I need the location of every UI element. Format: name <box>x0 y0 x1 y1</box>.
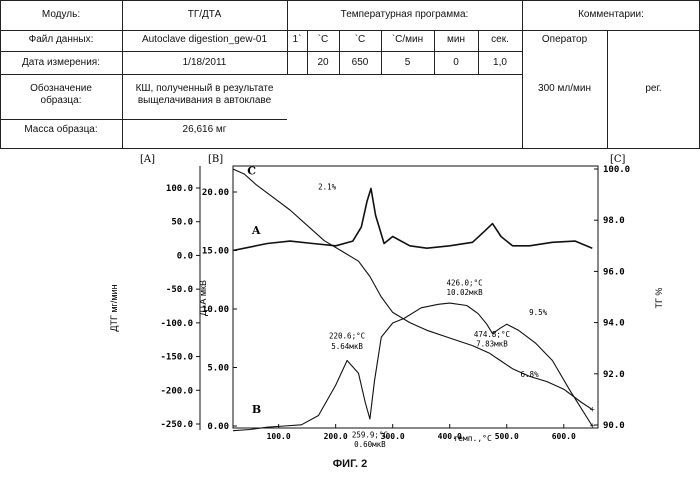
panel-label-a: [A] <box>140 154 155 165</box>
chart-annotation: 0.60мкВ <box>354 440 386 449</box>
plot-box <box>232 165 599 429</box>
chart-annotation: 220.6;°C <box>329 331 365 340</box>
measurement-date-value: 1/18/2011 <box>182 57 227 68</box>
chart-annotation: 5.64мкВ <box>331 342 363 351</box>
x-tick-label: 600.0 <box>552 432 576 441</box>
chart-annotation: 474.8;°C <box>474 330 510 339</box>
dta-tick-label: 20.00 <box>202 188 229 198</box>
dta-tick-label: 5.00 <box>207 364 229 374</box>
dtg-tick-label: 50.0 <box>171 218 193 228</box>
program-rate: 5 <box>404 57 411 68</box>
series-b-end-marker: + <box>590 421 595 431</box>
module-value: ТГ/ДТА <box>187 9 222 20</box>
x-tick-label: 400.0 <box>438 432 462 441</box>
chart-series: ++ <box>232 168 595 432</box>
tg-tick-label: 90.0 <box>603 421 625 431</box>
tg-tick-label: 94.0 <box>603 319 625 329</box>
program-unit-2: `C <box>317 34 329 45</box>
tg-tick-label: 96.0 <box>603 267 625 277</box>
measurement-date-label: Дата измерения: <box>22 57 100 68</box>
program-end-temp: 650 <box>351 57 369 68</box>
sample-info-table: Модуль: ТГ/ДТА Температурная программа: … <box>0 0 700 149</box>
dta-tick-label: 15.00 <box>202 247 229 257</box>
flow-rate: 300 мл/мин <box>538 83 591 94</box>
program-unit-3: `C <box>354 34 366 45</box>
temperature-program-header: Температурная программа: <box>340 9 469 20</box>
program-unit-5: мин <box>447 34 465 45</box>
program-seconds: 1,0 <box>493 57 507 68</box>
plot-frame <box>199 165 599 430</box>
tg-dta-chart: 100.0 50.0 0.0 -50.0 -100.0 -150.0 -200.0 -250.… <box>109 154 664 449</box>
program-unit-1: 1` <box>292 34 302 45</box>
dta-tick-label: 10.00 <box>202 305 229 315</box>
chart-axes: 100.0 50.0 0.0 -50.0 -100.0 -150.0 -200.0 -250.… <box>109 154 664 443</box>
series-line-b <box>232 302 593 432</box>
chart-annotation: 10.02мкВ <box>446 288 483 297</box>
tg-tick-label: 98.0 <box>603 216 625 226</box>
sample-mass-label: Масса образца: <box>24 124 98 135</box>
tg-axis-title: ТГ % <box>654 288 664 309</box>
dtg-tick-label: -50.0 <box>166 285 193 295</box>
operator-label: Оператор <box>541 34 588 45</box>
program-unit-6: сек. <box>491 34 509 45</box>
table-grid <box>0 0 700 149</box>
dtg-axis-title: ДТГ мг/мин <box>109 284 119 331</box>
chart-annotation: 9.5% <box>529 308 548 317</box>
sample-designation-label-1: Обозначение <box>30 83 92 94</box>
x-axis-title: темп.,°C <box>453 434 492 443</box>
x-tick-label: 200.0 <box>324 432 348 441</box>
sample-designation-label-2: образца: <box>40 95 82 106</box>
comments-header: Комментарии: <box>578 9 644 20</box>
data-file-label: Файл данных: <box>28 34 94 45</box>
series-label: A <box>251 224 261 237</box>
dta-tick-label: 0.00 <box>207 422 229 432</box>
chart-annotation: 426.0;°C <box>446 279 482 288</box>
chart-annotation: 2.1% <box>318 183 337 192</box>
series-label: B <box>252 403 261 416</box>
tg-tick-label: 100.0 <box>603 165 630 175</box>
x-tick-label: 300.0 <box>381 432 405 441</box>
chart-annotation: 7.83мкВ <box>476 339 508 348</box>
dtg-tick-label: -200.0 <box>160 386 193 396</box>
chart-annotation: 6.8% <box>521 370 540 379</box>
reg-note: рег. <box>645 83 662 94</box>
dtg-tick-label: -250.0 <box>160 420 193 430</box>
dtg-tick-label: 100.0 <box>166 184 193 194</box>
sample-designation-value-1: КШ, полученный в результате <box>135 83 274 94</box>
panel-label-c: [C] <box>610 154 626 165</box>
program-minutes: 0 <box>453 57 459 68</box>
chart-annotation: 259.9;°C <box>352 431 388 440</box>
data-file-value: Autoclave digestion_gew-01 <box>141 34 268 45</box>
tg-tick-label: 92.0 <box>603 370 625 380</box>
sample-designation-value-2: выщелачивания в автоклаве <box>137 95 272 106</box>
series-label: C <box>247 164 256 177</box>
x-tick-label: 500.0 <box>495 432 519 441</box>
series-line-a <box>232 187 593 252</box>
series-c-end-marker: + <box>590 405 595 415</box>
dtg-tick-label: -100.0 <box>160 319 193 329</box>
series-line-c <box>232 168 593 411</box>
program-start-temp: 20 <box>317 57 329 68</box>
figure-caption: ФИГ. 2 <box>332 458 368 470</box>
dtg-tick-label: 0.0 <box>177 251 193 261</box>
module-label: Модуль: <box>41 9 81 20</box>
dta-axis-title: ДТА мкВ <box>198 280 208 316</box>
sample-mass-value: 26,616 мг <box>182 124 227 135</box>
dtg-tick-label: -150.0 <box>160 353 193 363</box>
chart-annotations: C A B 2.1% 220.6;°C 5.64мкВ 259.9;°C0.60мкВ 426… <box>247 164 547 449</box>
panel-label-b: [B] <box>208 154 223 165</box>
x-tick-label: 100.0 <box>267 432 291 441</box>
program-unit-4: `C/мин <box>391 34 424 45</box>
